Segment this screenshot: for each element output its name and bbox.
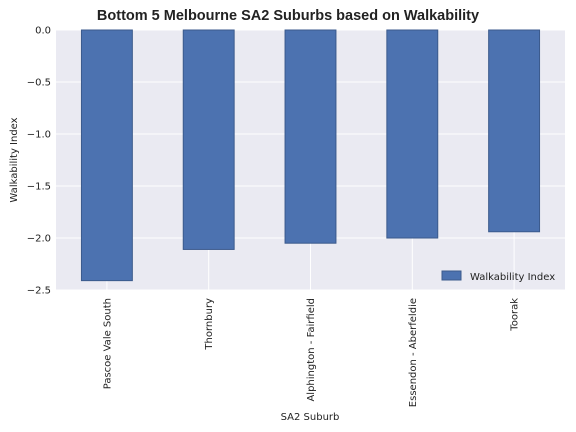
x-axis: Pascoe Vale South Thornbury Alphington - F… [102,298,520,407]
y-tick-label: 0.0 [35,26,51,37]
y-tick-label: −2.0 [27,234,51,245]
y-tick-label: −0.5 [27,78,51,89]
x-tick-label: Essendon - Aberfeldie [408,298,419,407]
x-tick-label: Thornbury [204,298,215,351]
bar [488,29,541,233]
bar [182,29,235,250]
bars [80,29,541,282]
legend-swatch [441,270,462,281]
x-tick-label: Alphington - Fairfield [306,298,317,402]
y-tick-label: −2.5 [27,286,51,297]
chart-title: Bottom 5 Melbourne SA2 Suburbs based on … [97,8,479,24]
bar [80,29,133,282]
x-tick-label: Pascoe Vale South [102,298,113,389]
y-axis-label: Walkability Index [9,117,20,202]
y-tick-label: −1.0 [27,130,51,141]
legend: Walkability Index [441,270,555,283]
bar [284,29,337,244]
x-axis-label: SA2 Suburb [281,412,340,423]
legend-label: Walkability Index [470,272,555,283]
x-tick-label: Toorak [510,298,521,332]
y-tick-label: −1.5 [27,182,51,193]
y-axis: 0.0 −0.5 −1.0 −1.5 −2.0 −2.5 [27,26,51,297]
bar [386,29,439,239]
